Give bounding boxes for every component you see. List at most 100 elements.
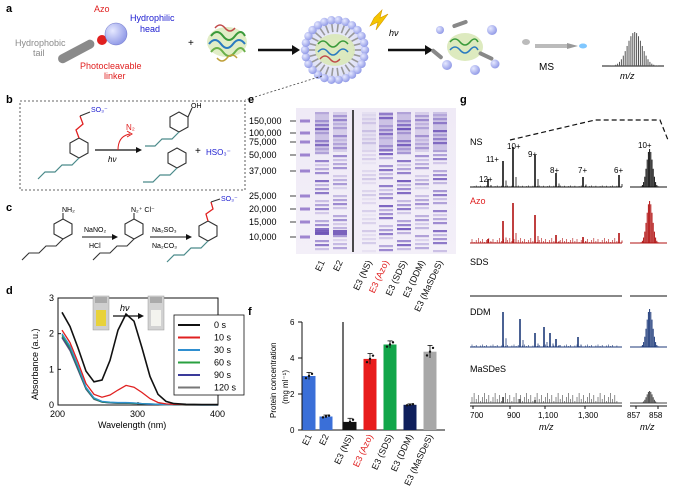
f-ytick: 2 — [290, 390, 295, 399]
f-replicate-point — [368, 357, 372, 361]
mw-marker: 10,000 — [249, 232, 277, 242]
reagent-nano2: NaNO₂ — [84, 227, 106, 234]
gel-band — [333, 119, 347, 122]
gel-band — [415, 119, 429, 122]
gel-band — [362, 230, 376, 233]
gel-band — [362, 222, 376, 225]
gel-band — [397, 180, 411, 183]
gel-band — [379, 193, 393, 196]
gel-band — [415, 155, 429, 158]
gel-band — [433, 190, 447, 193]
f-bar — [403, 404, 417, 430]
gel-band — [397, 148, 411, 151]
gel-band — [415, 227, 429, 230]
g-tick-858: 858 — [649, 411, 663, 420]
hydrophobic-label-2: tail — [33, 48, 45, 58]
g-xlabel-2: m/z — [640, 422, 655, 432]
gel-band — [433, 158, 447, 161]
gel-band — [333, 183, 347, 186]
gel-band — [362, 242, 376, 245]
micelle-bead — [357, 31, 366, 41]
gel-band — [379, 185, 393, 188]
nh2-label: NH₂ — [62, 207, 75, 214]
gel-band — [333, 199, 347, 202]
gel-band — [397, 184, 411, 187]
gel-band — [333, 195, 347, 198]
oh-label: OH — [191, 103, 202, 110]
gel-band — [333, 135, 347, 138]
gel-band — [397, 164, 411, 167]
gel-band — [415, 187, 429, 190]
gel-band — [433, 234, 447, 237]
micelle-bead — [320, 73, 329, 83]
micelle-bead — [304, 31, 313, 41]
gel-band — [315, 160, 329, 163]
d-xtick: 300 — [130, 409, 145, 419]
gel-band — [362, 158, 376, 161]
gel-band — [333, 219, 347, 222]
gel-band — [315, 128, 329, 131]
f-replicate-point — [388, 343, 392, 346]
gel-band — [362, 214, 376, 217]
gel-band — [362, 194, 376, 197]
micelle-bead — [304, 59, 313, 69]
panel-d: d 200 300 400 0 1 2 3 Absorbance (a.u.) Wavele… — [6, 285, 245, 430]
gel-band — [415, 115, 429, 118]
gel-band — [379, 205, 393, 208]
gel-band — [333, 127, 347, 130]
gel-band — [333, 215, 347, 218]
gel-band — [415, 163, 429, 166]
hv-label-d: hν — [120, 303, 130, 313]
gel-band — [415, 175, 429, 178]
micelle-bead — [301, 38, 311, 48]
gel-band — [315, 172, 329, 175]
gel-band — [433, 130, 447, 133]
micelle-bead — [341, 17, 350, 27]
gel-band — [415, 183, 429, 186]
gel-band — [333, 167, 347, 170]
mw-marker: 37,000 — [249, 166, 277, 176]
gel-band — [415, 135, 429, 138]
hydrophilic-head — [104, 22, 128, 46]
gel-band — [315, 180, 329, 183]
gel-band — [415, 219, 429, 222]
micelle-bead — [360, 45, 370, 55]
gel-band — [415, 243, 429, 246]
d-ytick: 1 — [49, 364, 54, 374]
gel-band — [315, 184, 329, 187]
g-row-masdes: MaSDeS — [470, 364, 506, 374]
micelle-bead — [353, 25, 362, 35]
panel-b: b SO₃⁻ N₂ hν OH + HSO₃⁻ — [6, 94, 246, 191]
d-ytick: 0 — [49, 400, 54, 410]
gel-band — [379, 229, 393, 232]
gel-band — [315, 212, 329, 215]
gel-band — [362, 118, 376, 121]
f-replicate-point — [321, 416, 325, 419]
panel-g: g NS Azo SDS DDM MaSDeS 12+ 11+ 10+ 9+ 8… — [460, 94, 669, 432]
legend-label: 0 s — [214, 320, 227, 330]
diazonium-molecule — [92, 213, 144, 261]
gel-band — [379, 249, 393, 252]
d-xlabel: Wavelength (nm) — [98, 420, 166, 430]
f-category-label: E2 — [317, 433, 331, 447]
vial-before-icon — [92, 295, 110, 331]
micelle-bead — [334, 75, 343, 84]
gel-band — [379, 217, 393, 220]
gel-band — [397, 172, 411, 175]
gel-band — [315, 120, 329, 123]
gel-band — [397, 188, 411, 191]
gel-band — [333, 179, 347, 182]
f-replicate-point — [345, 422, 349, 426]
micelle-bead — [313, 21, 323, 30]
gel-band — [397, 160, 411, 163]
d-ylabel: Absorbance (a.u.) — [30, 328, 40, 400]
panel-c: c NH₂ NaNO₂ HCl N₂⁺ Cl⁻ Na₂SO₃ Na₂CO₃ — [6, 196, 238, 263]
gel-band — [362, 234, 376, 237]
mw-marker: 25,000 — [249, 191, 277, 201]
d-ytick: 3 — [49, 293, 54, 303]
gel-band — [362, 122, 376, 125]
gel-band — [397, 240, 411, 243]
mw-marker: 150,000 — [249, 116, 282, 126]
gel-band — [362, 178, 376, 181]
plus-sign: + — [188, 38, 194, 49]
